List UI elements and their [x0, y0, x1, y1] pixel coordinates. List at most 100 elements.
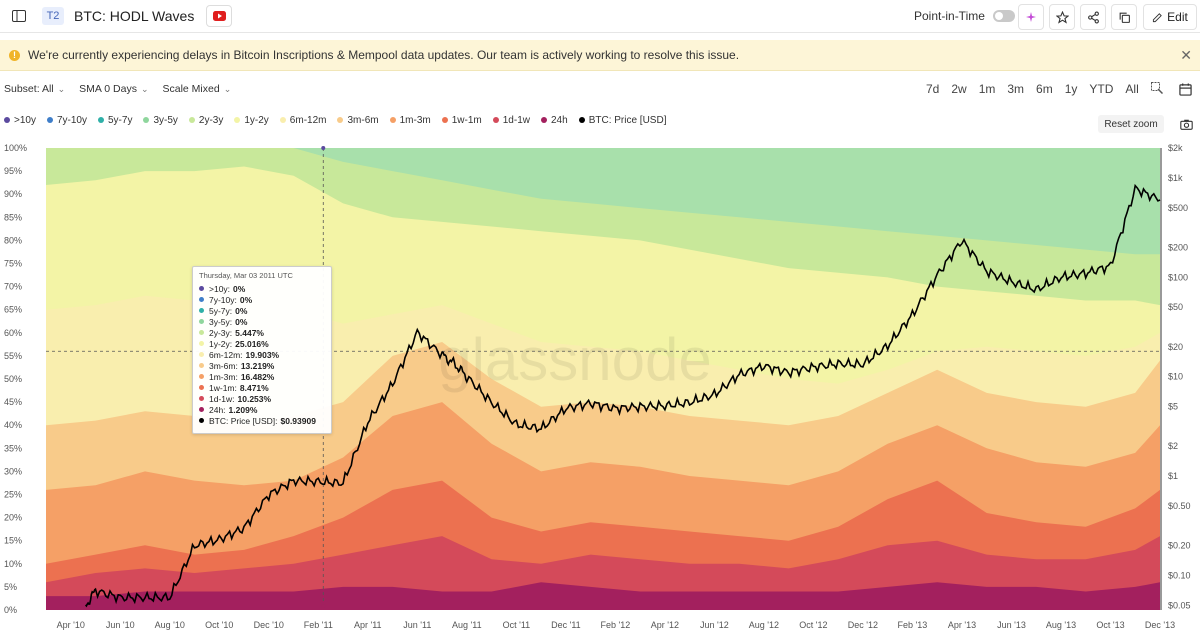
legend-item[interactable]: 6m-12m	[279, 115, 326, 126]
sma-dropdown[interactable]: SMA 0 Days ⌄	[79, 83, 148, 95]
tooltip-value: 8.471%	[239, 382, 269, 393]
range-1y[interactable]: 1y	[1064, 82, 1078, 96]
tooltip-dot	[199, 396, 204, 401]
share-icon[interactable]	[1080, 4, 1106, 30]
range-1m[interactable]: 1m	[978, 82, 996, 96]
y-tick-label-left: 10%	[4, 559, 22, 569]
page-title: BTC: HODL Waves	[74, 8, 195, 24]
range-3m[interactable]: 3m	[1007, 82, 1025, 96]
tooltip-value: 1.209%	[228, 404, 258, 415]
legend-item[interactable]: 2y-3y	[188, 115, 223, 126]
tooltip-label: 3m-6m:	[209, 360, 238, 371]
legend-item[interactable]: BTC: Price [USD]	[578, 115, 666, 126]
zoom-select-icon[interactable]	[1145, 81, 1169, 97]
tooltip-label: 24h:	[209, 404, 226, 415]
scale-dropdown[interactable]: Scale Mixed ⌄	[163, 83, 232, 95]
y-tick-label-right: $0.50	[1168, 501, 1191, 511]
y-tick-label-right: $50	[1168, 302, 1183, 312]
legend-item[interactable]: >10y	[4, 115, 36, 126]
tooltip-value: 0%	[233, 283, 246, 294]
tooltip-dot	[199, 297, 204, 302]
y-tick-label-right: $2k	[1168, 143, 1183, 153]
tooltip-value: 0%	[239, 294, 253, 305]
tooltip-row: 3m-6m: 13.219%	[199, 360, 325, 371]
legend-label: 1y-2y	[244, 114, 269, 126]
tooltip-row: 2y-3y: 5.447%	[199, 327, 325, 338]
range-2w[interactable]: 2w	[951, 82, 967, 96]
y-tick-label-left: 0%	[4, 605, 17, 615]
x-tick-label: Dec '13	[1145, 620, 1175, 630]
tooltip-row: 6m-12m: 19.903%	[199, 349, 325, 360]
x-tick-label: Feb '13	[898, 620, 928, 630]
edit-button[interactable]: Edit	[1143, 4, 1197, 30]
chevron-down-icon: ⌄	[223, 83, 232, 94]
tooltip-row: BTC: Price [USD]: $0.93909	[199, 415, 325, 426]
banner-text: We're currently experiencing delays in B…	[28, 48, 740, 62]
range-ytd[interactable]: YTD	[1089, 82, 1114, 96]
range-7d[interactable]: 7d	[926, 82, 940, 96]
tooltip-value: 25.016%	[235, 338, 269, 349]
x-tick-label: Dec '11	[551, 620, 581, 630]
tooltip-dot	[199, 286, 204, 291]
legend-item[interactable]: 1m-3m	[389, 115, 431, 126]
tooltip-value: 19.903%	[245, 349, 280, 360]
tooltip-dot	[199, 352, 204, 357]
sma-label: SMA 0 Days	[79, 83, 137, 95]
x-tick-label: Jun '12	[700, 620, 729, 630]
legend-item[interactable]: 3y-5y	[143, 115, 178, 126]
chevron-down-icon: ⌄	[140, 83, 149, 94]
y-tick-label-left: 40%	[4, 420, 22, 430]
legend-label: 24h	[551, 114, 568, 126]
tooltip-row: 3y-5y: 0%	[199, 316, 325, 327]
subset-dropdown[interactable]: Subset: All ⌄	[4, 83, 65, 95]
tooltip-date: Thursday, Mar 03 2011 UTC	[199, 271, 293, 280]
x-tick-label: Aug '12	[749, 620, 779, 630]
legend-item[interactable]: 7y-10y	[46, 115, 87, 126]
tooltip-value: 0%	[235, 316, 248, 327]
legend-item[interactable]: 1w-1m	[441, 115, 482, 126]
ai-sparkle-icon[interactable]	[1018, 4, 1044, 30]
range-6m[interactable]: 6m	[1036, 82, 1053, 96]
subset-label: Subset: All	[4, 83, 54, 95]
y-tick-label-left: 55%	[4, 351, 22, 361]
close-icon[interactable]: ✕	[1180, 47, 1192, 63]
chart-tooltip: Thursday, Mar 03 2011 UTC >10y: 0% 7y-10y:…	[192, 266, 332, 434]
legend-dot	[492, 117, 499, 123]
star-icon[interactable]	[1049, 4, 1075, 30]
reset-zoom-button[interactable]: Reset zoom	[1098, 115, 1164, 133]
tooltip-label: BTC: Price [USD]:	[209, 415, 278, 426]
watermark: glassnode	[438, 326, 712, 393]
tooltip-label: 6m-12m:	[209, 349, 243, 360]
tooltip-label: 1w-1m:	[209, 382, 237, 393]
y-tick-label-right: $20	[1168, 342, 1183, 352]
point-in-time-toggle[interactable]	[992, 10, 1015, 22]
legend-item[interactable]: 1y-2y	[234, 114, 269, 126]
range-all[interactable]: All	[1125, 82, 1139, 96]
legend-item[interactable]: 3m-6m	[337, 115, 379, 126]
y-tick-label-right: $1k	[1168, 173, 1183, 183]
y-tick-label-left: 5%	[4, 582, 17, 592]
y-tick-label-right: $0.10	[1168, 571, 1191, 581]
camera-icon[interactable]	[1178, 116, 1194, 132]
warning-icon: !	[9, 49, 20, 61]
legend-label: 1d-1w	[502, 114, 530, 126]
band-24h	[46, 582, 1160, 610]
tooltip-label: 2y-3y:	[209, 327, 233, 338]
copy-icon[interactable]	[1111, 4, 1137, 30]
tooltip-dot	[199, 418, 204, 423]
tooltip-rows: >10y: 0% 7y-10y: 0% 5y-7y: 0% 3y-5y: 0% 2y-3y: 5.…	[199, 283, 325, 426]
legend-item[interactable]: 5y-7y	[97, 115, 132, 126]
hodl-waves-chart[interactable]: glassnode 0% 5% 10% 15% 20% 25% 30% 35% 40% 45% 50…	[0, 140, 1200, 630]
sidebar-toggle-icon[interactable]	[8, 6, 30, 26]
legend-item[interactable]: 24h	[541, 115, 568, 126]
youtube-icon[interactable]	[206, 5, 233, 27]
x-tick-label: Oct '10	[205, 620, 233, 630]
x-tick-label: Apr '12	[651, 620, 679, 630]
tooltip-value: $0.93909	[280, 415, 316, 426]
pencil-icon	[1153, 12, 1162, 22]
tier-badge: T2	[42, 7, 64, 25]
tooltip-row: 1y-2y: 25.016%	[199, 338, 325, 349]
calendar-icon[interactable]	[1176, 80, 1194, 98]
legend-item[interactable]: 1d-1w	[492, 114, 530, 126]
y-tick-label-left: 75%	[4, 259, 22, 269]
